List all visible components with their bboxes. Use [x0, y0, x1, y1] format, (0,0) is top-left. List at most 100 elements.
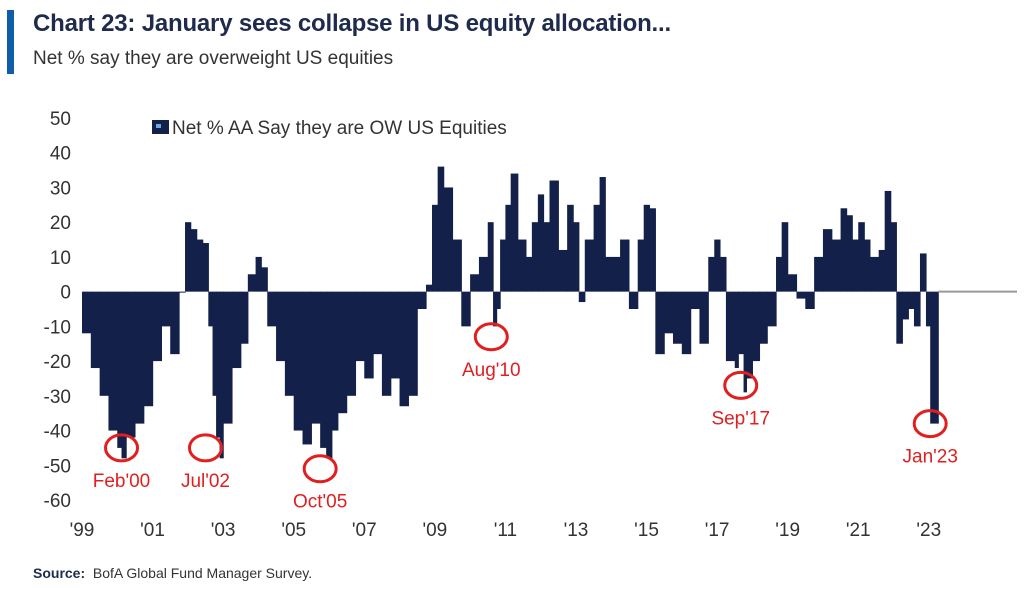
annotation-label: Aug'10 [462, 360, 521, 381]
bar [346, 291, 357, 396]
bar [852, 239, 859, 292]
bar [408, 291, 418, 396]
bar [231, 291, 242, 369]
y-tick-label: 20 [50, 213, 71, 234]
bar [525, 256, 533, 292]
annotation-circle [187, 433, 223, 463]
source-note: Source: BofA Global Fund Manager Survey. [33, 565, 312, 581]
bar [179, 291, 186, 293]
bar [781, 222, 789, 292]
source-text: BofA Global Fund Manager Survey. [92, 565, 313, 581]
bar [699, 291, 709, 344]
bar [452, 239, 462, 292]
y-tick-label: 50 [50, 109, 71, 130]
bar [417, 291, 427, 309]
bar [99, 291, 110, 396]
y-axis: 50 40 30 20 10 0 -10 -20 -30 -40 -50 -60 [44, 109, 71, 512]
bar [202, 243, 209, 292]
bar [578, 291, 586, 303]
bar [126, 291, 136, 438]
bar [261, 267, 268, 292]
bar [331, 291, 339, 431]
bar [223, 291, 233, 424]
bar [320, 291, 327, 448]
bar [919, 253, 927, 292]
bar [846, 215, 853, 292]
bar [734, 291, 739, 369]
bar [143, 291, 154, 407]
bar [549, 180, 559, 292]
bar [437, 166, 445, 292]
y-tick-label: -50 [44, 456, 71, 477]
annotation-label: Feb'00 [93, 471, 151, 492]
bar [805, 291, 815, 309]
bar [443, 187, 454, 292]
bar [152, 291, 162, 362]
bar [884, 190, 892, 292]
bar [738, 291, 745, 355]
bar [487, 222, 494, 292]
bar [90, 291, 101, 369]
x-tick-label: '13 [564, 520, 589, 541]
bar [605, 256, 612, 292]
bar [930, 291, 939, 424]
bar [759, 291, 768, 344]
bar [399, 291, 409, 407]
bar [108, 291, 118, 431]
bar [517, 239, 527, 292]
bar [170, 291, 180, 355]
bar [913, 291, 921, 327]
bar [593, 204, 601, 292]
bar [599, 177, 606, 292]
bar [432, 204, 439, 292]
bar [796, 291, 806, 299]
bar [302, 291, 312, 445]
bar [902, 291, 909, 320]
bar [531, 222, 539, 292]
bar [255, 256, 262, 292]
bar [776, 256, 783, 292]
bar [185, 222, 192, 292]
bar [196, 239, 204, 292]
bar [510, 173, 519, 292]
annotation-circle [104, 433, 140, 463]
bar [505, 204, 512, 292]
x-tick-label: '21 [846, 520, 871, 541]
bar [478, 256, 489, 292]
bar [725, 291, 736, 362]
bar [543, 222, 551, 292]
annotation-label: Oct'05 [293, 492, 347, 513]
bar [637, 239, 645, 292]
bar [908, 291, 915, 309]
bar [628, 291, 639, 309]
bar [373, 291, 383, 355]
annotations: Feb'00 Jul'02 Oct'05 Aug'10 Sep'17 Jan'23 [93, 322, 958, 513]
bar [493, 291, 498, 327]
bar [190, 229, 198, 292]
bar [461, 291, 471, 327]
bar [121, 291, 127, 459]
y-tick-label: 30 [50, 178, 71, 199]
bar [284, 291, 295, 396]
bar [890, 222, 897, 292]
x-tick-label: '09 [422, 520, 447, 541]
annotation-label: Sep'17 [711, 408, 770, 429]
bar [896, 291, 903, 344]
bar [672, 291, 683, 344]
x-tick-label: '03 [211, 520, 236, 541]
bar [470, 274, 480, 292]
bar [426, 284, 433, 292]
bar [276, 291, 286, 362]
legend-swatch-highlight [156, 124, 161, 128]
bar [752, 291, 761, 362]
bar [814, 256, 824, 292]
y-tick-label: -30 [44, 387, 71, 408]
bar [219, 291, 224, 459]
bar [134, 291, 145, 424]
bar [708, 256, 715, 292]
y-tick-label: -60 [44, 491, 71, 512]
bar [247, 274, 257, 292]
bar [240, 291, 249, 344]
x-tick-label: '17 [705, 520, 730, 541]
